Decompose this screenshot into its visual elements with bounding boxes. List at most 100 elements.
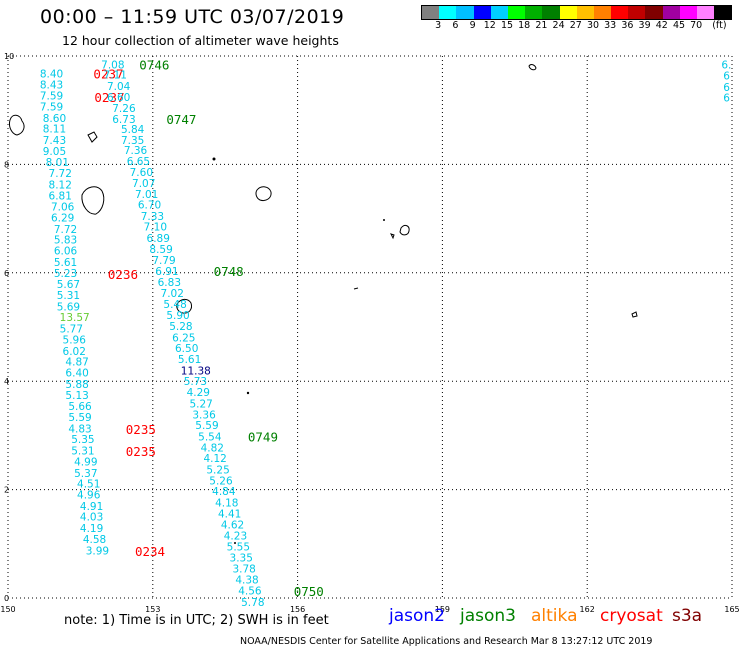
wave-height-value: 5.25 — [206, 465, 229, 477]
color-scale-label: (ft) — [712, 20, 727, 31]
wave-height-value: 4.12 — [203, 453, 226, 465]
satellite-cryosat: cryosat — [600, 606, 663, 626]
island-outline — [9, 114, 25, 136]
color-swatch — [645, 6, 663, 19]
color-swatch — [473, 6, 491, 19]
altimeter-tracks: 8.408.437.597.598.608.117.439.058.017.72… — [40, 58, 732, 609]
color-swatch — [679, 6, 697, 19]
wave-height-value: 5.83 — [54, 235, 77, 247]
x-tick-label: 156 — [290, 605, 305, 614]
time-label: 0236 — [108, 267, 138, 282]
wave-height-value: 7.04 — [107, 81, 131, 93]
island-dot — [234, 542, 236, 544]
color-scale-label: 39 — [638, 20, 651, 31]
wave-height-value: 5.59 — [195, 420, 218, 432]
wave-height-value: 4.96 — [77, 489, 101, 501]
color-swatch — [697, 6, 715, 19]
wave-height-value: 5.88 — [65, 379, 88, 391]
color-scale-label: 18 — [518, 20, 531, 31]
wave-height-value: 7.33 — [141, 211, 164, 223]
wave-height-value: 5.66 — [68, 401, 92, 413]
color-scale-label: 24 — [552, 20, 565, 31]
wave-height-value: 4.91 — [80, 501, 103, 513]
wave-height-value: 6.25 — [172, 332, 195, 344]
x-tick-label: 150 — [0, 605, 15, 614]
color-scale-label: 3 — [435, 20, 442, 31]
wave-height-value: 4.87 — [65, 357, 88, 369]
color-scale-labels: 3 6 9 12 15 18 21 24 27 30 33 36 39 42 45 70 (ft) — [421, 20, 740, 34]
wave-height-value: 6.73 — [112, 114, 135, 126]
wave-height-value: 5.35 — [71, 434, 94, 446]
wave-height-value: 5.78 — [241, 597, 264, 609]
color-scale-label: 30 — [586, 20, 600, 31]
wave-height-value: 4.03 — [80, 512, 103, 524]
wave-height-value: 7.07 — [132, 178, 155, 190]
wave-height-value: 5.61 — [178, 354, 201, 366]
wave-height-value: 5.23 — [54, 268, 77, 280]
wave-height-value: 3.36 — [192, 409, 216, 421]
color-swatch — [559, 6, 577, 19]
wave-height-value: 6.60 — [107, 92, 130, 104]
color-swatch — [576, 6, 594, 19]
color-swatch — [439, 6, 457, 19]
wave-height-value: 6 — [723, 93, 730, 105]
color-scale-label: 9 — [469, 20, 476, 31]
time-label: 0750 — [294, 584, 324, 599]
color-swatch — [507, 6, 526, 19]
color-swatch — [422, 6, 440, 19]
wave-height-value: 7.11 — [104, 69, 127, 81]
credit-line: NOAA/NESDIS Center for Satellite Applica… — [240, 636, 653, 647]
time-label: 0234 — [135, 544, 165, 559]
wave-height-value: 5.61 — [54, 257, 77, 269]
wave-height-value: 8.01 — [46, 157, 69, 169]
wave-height-value: 3.99 — [86, 545, 109, 557]
wave-height-value: 4.29 — [187, 387, 210, 399]
satellite-jason2: jason2 — [389, 606, 445, 626]
wave-height-value: 7.43 — [43, 135, 66, 147]
color-scale-label: 36 — [621, 20, 634, 31]
color-scale-label: 12 — [483, 20, 496, 31]
wave-height-value: 5.13 — [65, 390, 88, 402]
wave-height-value: 5.55 — [227, 542, 250, 554]
wave-height-value: 4.41 — [218, 508, 241, 520]
wave-height-value: 5.67 — [57, 279, 80, 291]
color-scale-label: 27 — [569, 20, 582, 31]
wave-height-value: 4.23 — [224, 531, 247, 543]
satellite-altika: altika — [531, 606, 578, 626]
time-label: 0749 — [248, 429, 278, 444]
track-a: 8.408.437.597.598.608.117.439.058.017.72… — [40, 66, 165, 559]
time-label: 0237 — [93, 66, 123, 81]
wave-height-value: 5.48 — [163, 299, 186, 311]
satellite-jason3: jason3 — [460, 606, 516, 626]
time-label: 0748 — [214, 264, 244, 279]
wave-height-value: 7.35 — [121, 135, 144, 147]
color-scale-label: 33 — [604, 20, 617, 31]
wave-height-value: 5.90 — [166, 310, 189, 322]
wave-height-value: 5.28 — [169, 321, 192, 333]
color-swatch — [662, 6, 680, 19]
wave-height-value: 4.38 — [235, 575, 258, 587]
color-swatch — [628, 6, 646, 19]
x-tick-label: 165 — [724, 605, 739, 614]
time-label: 0235 — [126, 444, 156, 459]
color-swatch — [490, 6, 508, 19]
wave-height-value: 6 — [723, 71, 730, 83]
wave-height-value: 6.83 — [158, 277, 181, 289]
y-tick-label: 0 — [4, 594, 9, 603]
y-tick-label: 8 — [4, 160, 9, 169]
wave-height-value: 5.54 — [198, 431, 222, 443]
wave-height-value: 5.73 — [184, 376, 207, 388]
island-outline — [353, 287, 359, 290]
island-dot — [383, 219, 385, 221]
wave-height-value: 4.62 — [221, 519, 244, 531]
y-tick-label: 2 — [4, 486, 9, 495]
wave-height-value: 11.38 — [181, 365, 211, 377]
wave-height-value: 6 — [723, 82, 730, 94]
wave-height-value: 8.60 — [43, 113, 66, 125]
color-swatch — [456, 6, 474, 19]
wave-height-value: 7.26 — [112, 103, 136, 115]
island-outline — [81, 186, 105, 215]
wave-height-value: 6.81 — [49, 190, 72, 202]
island-outline — [399, 224, 410, 236]
